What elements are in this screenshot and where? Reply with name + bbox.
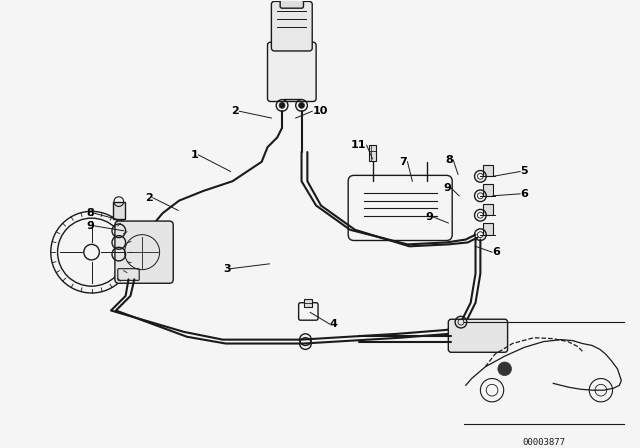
Text: 8: 8 [445,155,453,165]
Bar [113,202,125,219]
Circle shape [279,103,285,108]
Text: 2: 2 [145,193,153,203]
FancyBboxPatch shape [271,1,312,51]
Bar [369,145,376,161]
Text: 9: 9 [86,221,95,231]
Text: 5: 5 [520,167,528,177]
FancyBboxPatch shape [448,319,508,352]
Text: 6: 6 [492,247,500,257]
Bar [483,184,493,196]
Text: 6: 6 [520,189,528,199]
Text: 9: 9 [426,212,434,222]
Text: 00003877: 00003877 [522,438,565,447]
Bar [483,165,493,177]
Bar [483,203,493,215]
Circle shape [299,103,305,108]
Circle shape [498,362,511,375]
Bar [483,223,493,235]
Text: 11: 11 [351,140,367,150]
Text: 7: 7 [400,157,408,167]
Bar [305,299,312,306]
FancyBboxPatch shape [280,0,303,8]
Text: 2: 2 [232,106,239,116]
Text: 4: 4 [330,319,337,329]
FancyBboxPatch shape [268,42,316,102]
Text: 10: 10 [312,106,328,116]
Text: 9: 9 [444,183,451,193]
FancyBboxPatch shape [115,221,173,283]
Text: 3: 3 [223,264,230,274]
Text: 8: 8 [87,208,95,218]
Text: 1: 1 [191,150,198,160]
